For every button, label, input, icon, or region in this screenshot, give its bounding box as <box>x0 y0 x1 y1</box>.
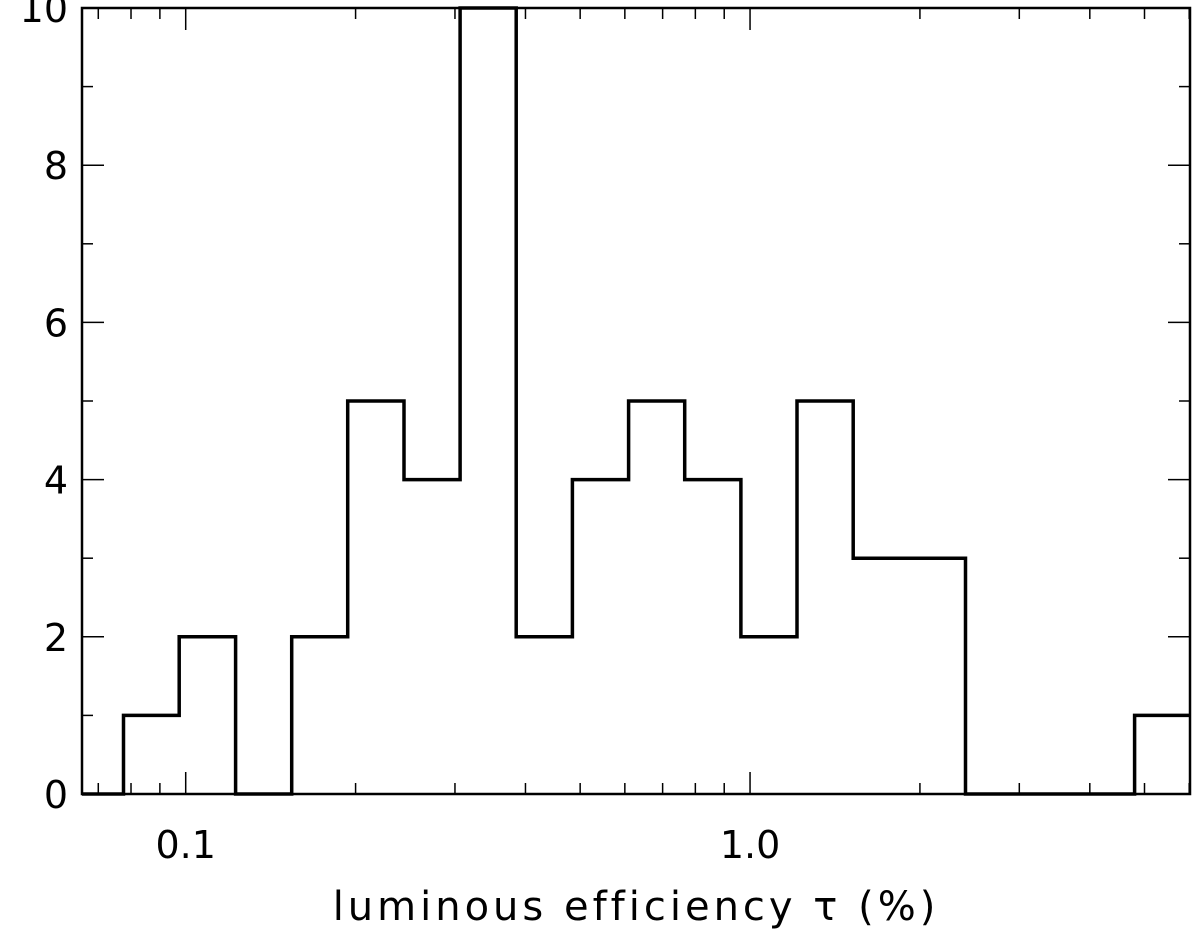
y-tick-label: 8 <box>44 144 68 188</box>
y-tick-label: 10 <box>20 0 68 31</box>
y-tick-label: 2 <box>44 616 68 660</box>
x-axis-title: luminous efficiency τ (%) <box>333 884 940 930</box>
y-tick-label: 6 <box>44 301 68 345</box>
tick-labels: 0 2 4 6 8 10 0.1 1.0 <box>20 0 781 867</box>
y-tick-label: 4 <box>44 459 68 503</box>
y-tick-label: 0 <box>44 773 68 817</box>
x-tick-label: 1.0 <box>720 823 780 867</box>
x-tick-label: 0.1 <box>155 823 215 867</box>
histogram-step-line <box>82 6 1190 796</box>
